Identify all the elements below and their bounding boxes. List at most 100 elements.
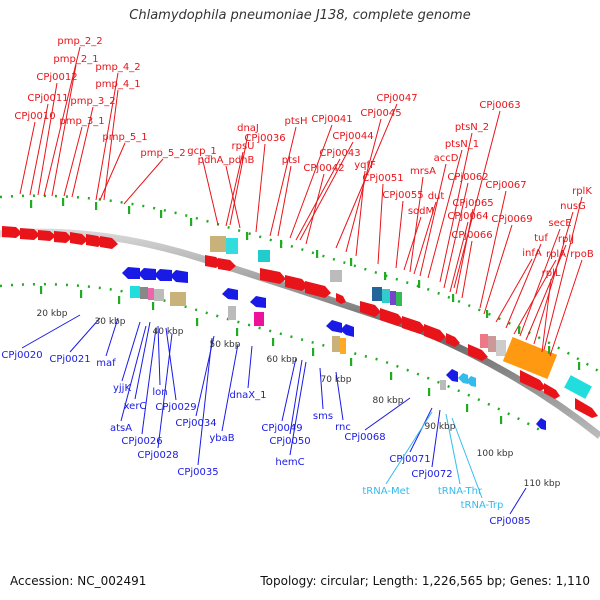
forward-gene-label: rpsU (232, 141, 255, 152)
forward-gene-label-leader-line (51, 64, 77, 197)
forward-gene-label: rplA (546, 249, 566, 260)
forward-gene-label: pmp_2_1 (53, 54, 98, 65)
reverse-gene-label: CPj0050 (269, 436, 310, 447)
forward-gene-label: dut (428, 191, 445, 202)
forward-gene-label-leader-line (295, 158, 341, 241)
trna-label-leader-line (451, 417, 483, 499)
gene-block (154, 289, 164, 301)
scale-tick (390, 372, 393, 380)
forward-gene-label: CPj0044 (332, 131, 373, 142)
reverse-gene-label: sms (313, 411, 333, 422)
gene-block (130, 286, 140, 298)
forward-gene-label: pmp_2_2 (57, 36, 102, 47)
reverse-gene-label: dnaX_1 (229, 390, 266, 401)
gene-block (372, 287, 382, 301)
reverse-gene-label-leader-line (281, 357, 297, 422)
gene-arrow (170, 270, 188, 283)
forward-gene-label: CPj0066 (451, 230, 492, 241)
forward-gene-label: ptsN_2 (455, 122, 489, 133)
outer-dotted-track (0, 194, 600, 374)
forward-gene-label-leader-line (29, 103, 49, 196)
reverse-gene-label: rnc (335, 422, 351, 433)
scale-tick (350, 258, 353, 266)
gene-block (396, 292, 402, 306)
scale-label: 60 kbp (267, 355, 298, 365)
forward-gene-label-leader-line (541, 278, 552, 353)
reverse-gene-label-leader-line (69, 317, 101, 353)
forward-gene-label-leader-line (99, 142, 126, 201)
map-title: Chlamydophila pneumoniae J138, complete … (129, 8, 471, 23)
reverse-gene-label: hemC (275, 457, 304, 468)
trna-label: tRNA-Met (362, 486, 409, 497)
forward-gene-label-leader-line (299, 141, 354, 241)
gene-block (502, 336, 558, 380)
reverse-gene-label-leader-line (289, 361, 307, 456)
scale-tick (95, 202, 98, 210)
scale-tick (196, 318, 199, 326)
forward-gene-label: pmp_4_1 (95, 79, 140, 90)
gene-arrow (100, 236, 118, 249)
forward-gene-label: CPj0063 (479, 100, 520, 111)
reverse-gene-label-leader-line (509, 487, 527, 515)
forward-gene-label: nusG (560, 201, 586, 212)
reverse-gene-label: CPj0020 (1, 350, 42, 361)
scale-tick (246, 232, 249, 240)
forward-gene-label: CPj0011 (27, 93, 68, 104)
forward-gene-label-leader-line (419, 163, 447, 277)
gene-arrow (380, 308, 404, 326)
gene-arrow (446, 333, 460, 347)
gene-arrow (402, 316, 426, 334)
scale-label: 20 kbp (37, 309, 68, 319)
forward-gene-label: pdhA_pdhB (198, 155, 255, 166)
forward-gene-label-leader-line (479, 190, 507, 309)
gene-arrow (38, 230, 56, 241)
forward-gene-label-leader-line (305, 173, 325, 245)
forward-gene-label-leader-line (225, 165, 241, 229)
gene-block (488, 336, 496, 352)
reverse-gene-label-leader-line (431, 409, 441, 468)
gene-arrow (154, 269, 172, 281)
reverse-gene-label: xerC (124, 401, 147, 412)
forward-gene-label-leader-line (289, 124, 333, 239)
scale-tick (486, 310, 489, 318)
reverse-gene-label-leader-line (121, 321, 141, 382)
reverse-gene-label-leader-line (105, 317, 119, 357)
forward-gene-label-leader-line (413, 201, 437, 275)
forward-gene-label-leader-line (439, 132, 473, 283)
reverse-gene-label-leader-line (157, 333, 173, 449)
forward-gene-label-leader-line (123, 158, 164, 205)
reverse-gene-label: lon (152, 387, 167, 398)
forward-gene-label: ptsH (285, 116, 308, 127)
forward-gene-label-leader-line (95, 72, 119, 201)
forward-gene-label-leader-line (483, 224, 513, 315)
reverse-gene-label-leader-line (21, 314, 81, 349)
scale-tick (118, 296, 121, 304)
forward-gene-label: CPj0010 (14, 111, 55, 122)
reverse-gene-label-leader-line (289, 359, 303, 435)
reverse-gene-label: CPj0085 (489, 516, 530, 527)
forward-gene-label: rplJ (558, 234, 574, 245)
reverse-gene-label: CPj0034 (175, 418, 216, 429)
forward-gene-label: mrsA (410, 166, 436, 177)
reverse-gene-label-leader-line (335, 371, 344, 421)
forward-gene-label-leader-line (505, 243, 542, 329)
scale-label: 50 kbp (210, 340, 241, 350)
forward-gene-label: rplL (542, 268, 561, 279)
genome-summary-text: Topology: circular; Length: 1,226,565 bp… (260, 574, 590, 588)
forward-gene-label-leader-line (19, 121, 36, 195)
reverse-gene-label-leader-line (319, 367, 324, 410)
gene-block (170, 292, 186, 306)
forward-strand-genes (2, 226, 598, 418)
trna-genes (458, 373, 476, 387)
scale-tick (312, 348, 315, 356)
forward-gene-label: yqfF (354, 160, 376, 171)
scale-label: 90 kbp (425, 422, 456, 432)
forward-gene-label-leader-line (103, 89, 119, 201)
scale-tick (160, 210, 163, 218)
reverse-gene-label: CPj0029 (155, 402, 196, 413)
gene-block (496, 340, 506, 356)
gene-arrow (250, 296, 266, 308)
gene-arrow (536, 418, 546, 430)
forward-gene-label: CPj0042 (303, 163, 344, 174)
